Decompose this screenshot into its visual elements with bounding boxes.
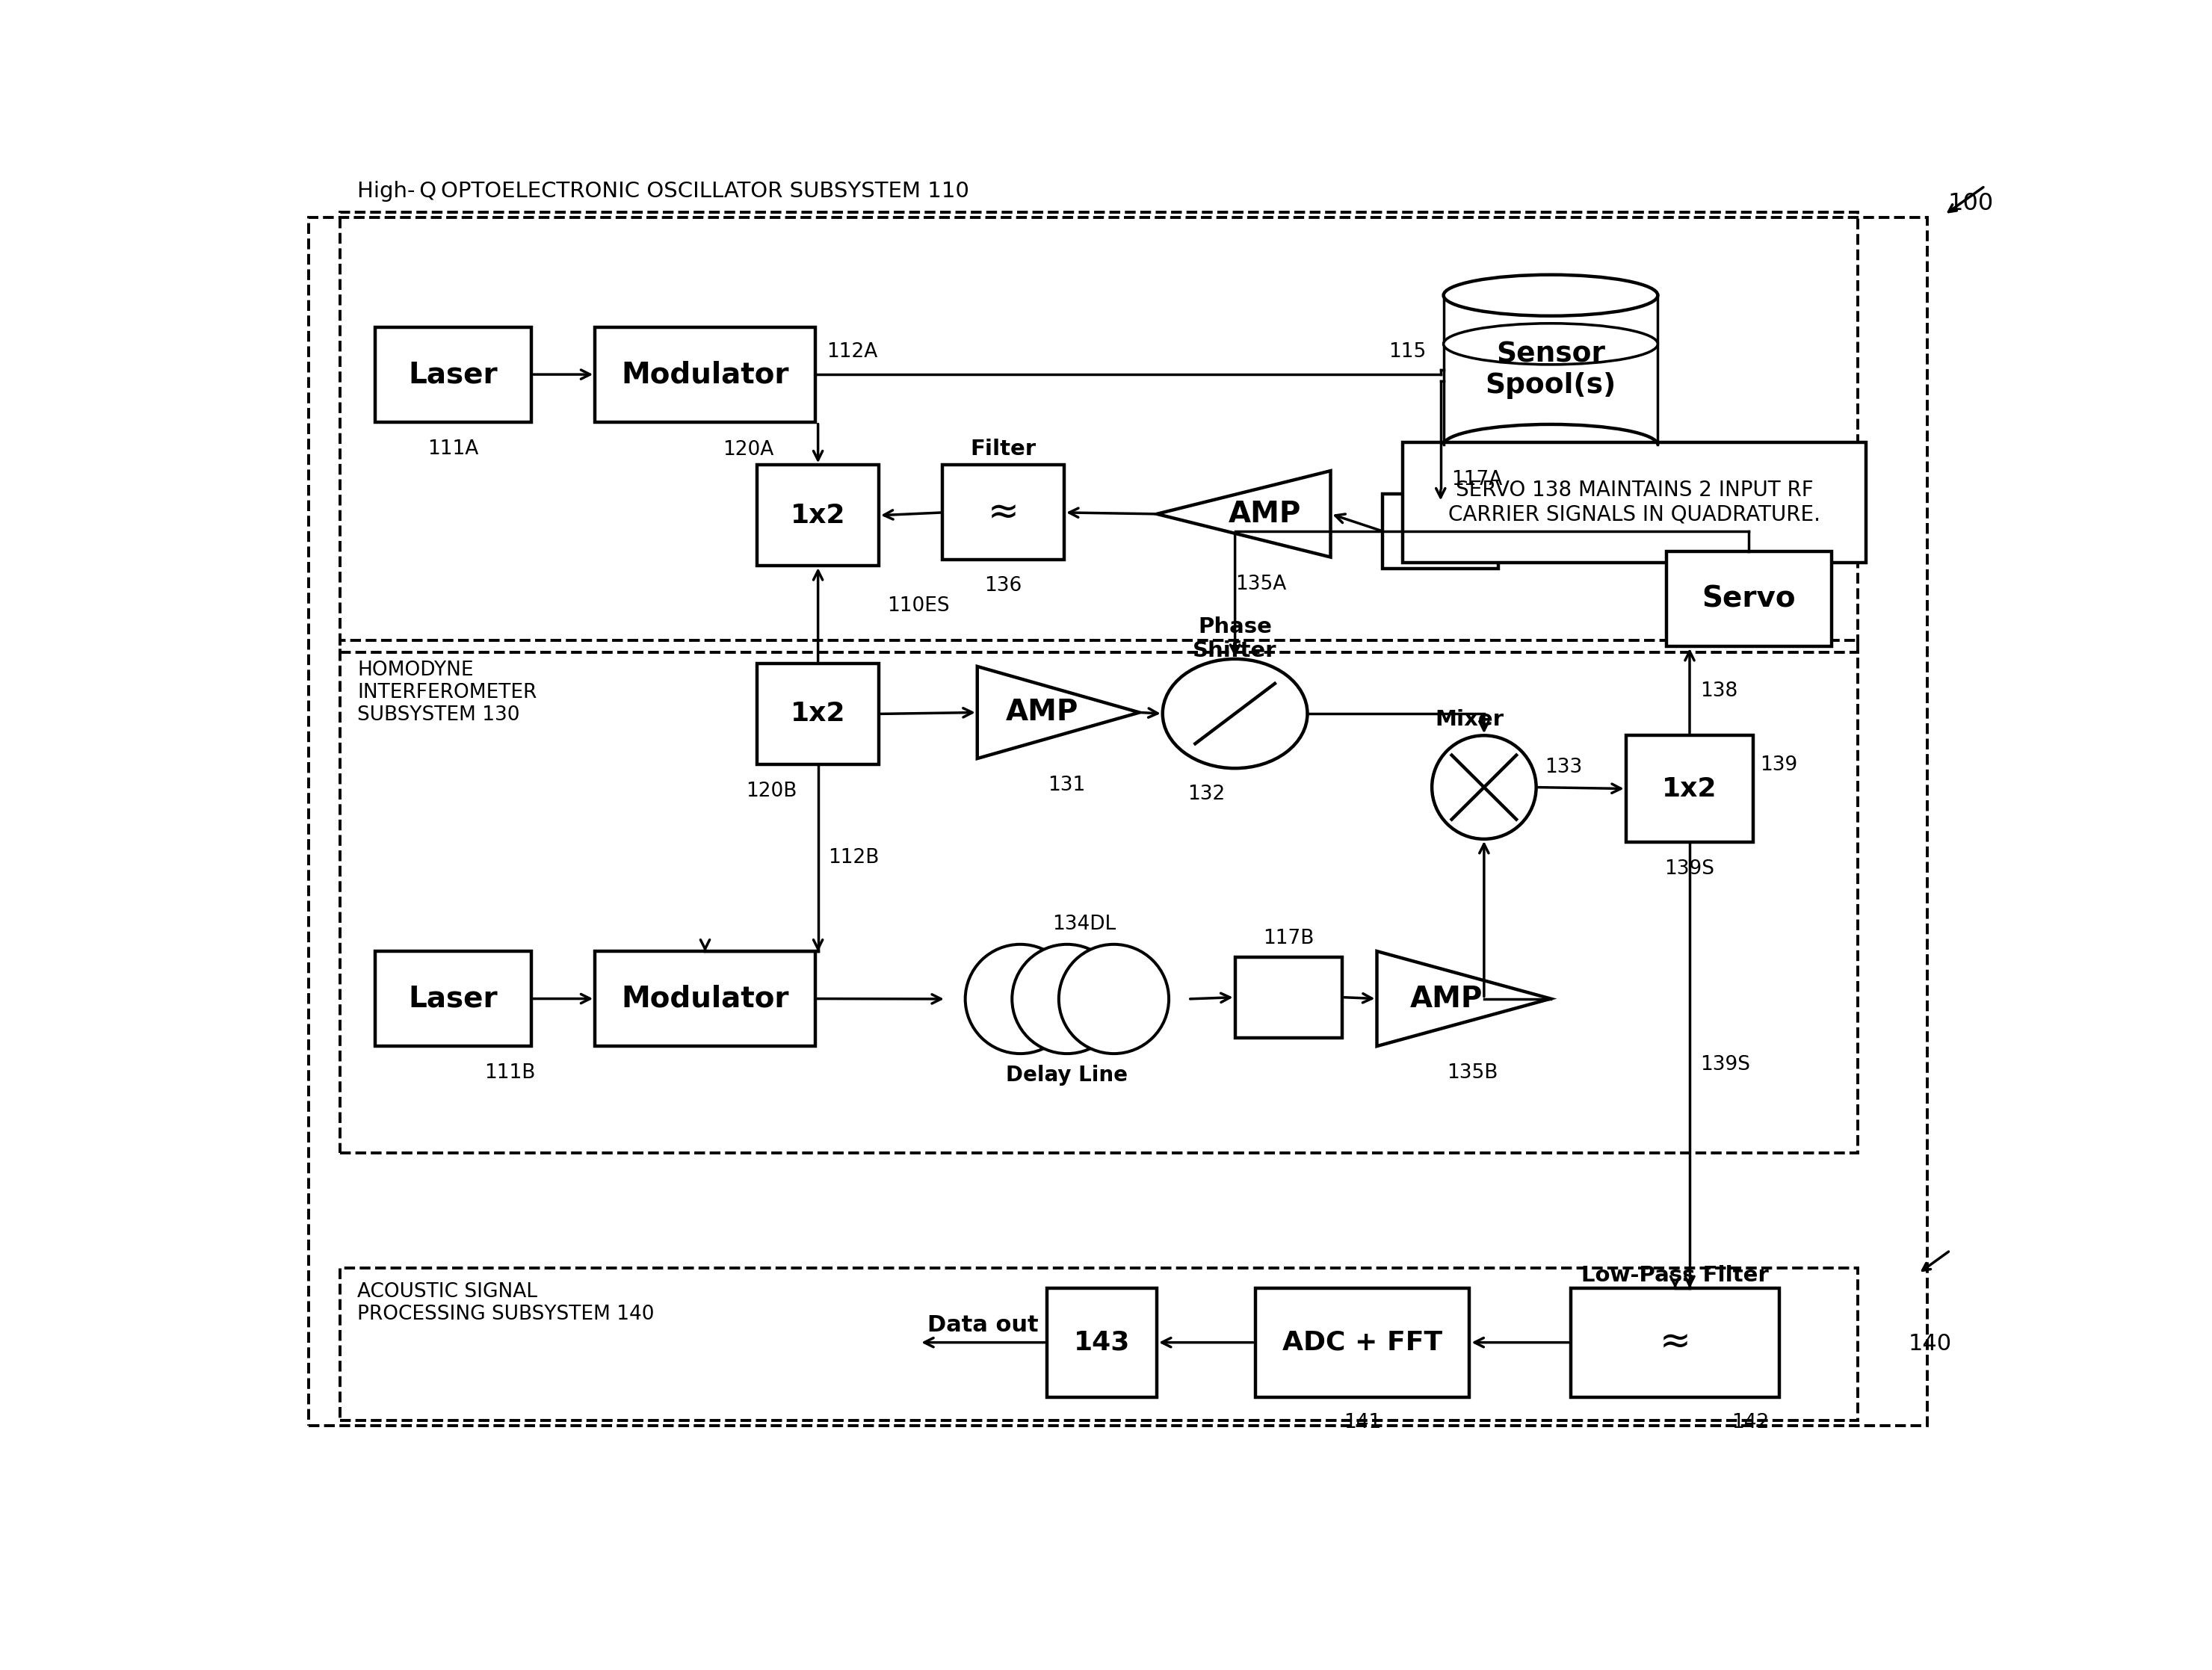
Text: 139S: 139S (1701, 1055, 1750, 1074)
Text: AMP: AMP (1006, 698, 1079, 726)
Bar (595, 327, 814, 423)
Circle shape (1013, 944, 1121, 1054)
Text: 140: 140 (1909, 1333, 1951, 1354)
Text: 138: 138 (1701, 681, 1739, 701)
Circle shape (964, 944, 1075, 1054)
Ellipse shape (1164, 660, 1307, 768)
Bar (1382, 494, 1498, 568)
Text: Laser: Laser (409, 361, 498, 389)
Text: 117B: 117B (1263, 929, 1314, 949)
Text: Mixer: Mixer (1436, 708, 1504, 730)
Text: Modulator: Modulator (622, 361, 790, 389)
Text: 112A: 112A (827, 342, 878, 362)
Text: 143: 143 (1073, 1329, 1130, 1354)
Bar (341, 1268, 1858, 1420)
Text: Delay Line: Delay Line (1006, 1065, 1128, 1086)
Text: 132: 132 (1188, 785, 1225, 803)
Circle shape (1060, 944, 1168, 1054)
Text: HOMODYNE
INTERFEROMETER
SUBSYSTEM 130: HOMODYNE INTERFEROMETER SUBSYSTEM 130 (358, 661, 538, 725)
Text: ≈: ≈ (1659, 1324, 1690, 1361)
Bar (341, 641, 1858, 1152)
Polygon shape (1157, 471, 1332, 558)
Bar (376, 327, 531, 423)
Text: AMP: AMP (1228, 499, 1301, 528)
Text: 111B: 111B (484, 1064, 535, 1082)
Text: 117A: 117A (1451, 469, 1502, 489)
Text: 141: 141 (1343, 1413, 1380, 1433)
Text: 120B: 120B (745, 782, 796, 802)
Bar (595, 952, 814, 1045)
Bar (942, 464, 1064, 559)
Text: Servo: Servo (1701, 584, 1796, 613)
Bar (1444, 296, 1657, 444)
Text: AMP: AMP (1409, 985, 1482, 1014)
Text: 139S: 139S (1666, 858, 1714, 878)
Text: ADC + FFT: ADC + FFT (1283, 1329, 1442, 1354)
Text: 112B: 112B (830, 848, 880, 867)
Text: 100: 100 (1947, 192, 1993, 215)
Bar (1046, 1288, 1157, 1398)
Ellipse shape (1444, 324, 1657, 364)
Ellipse shape (1444, 276, 1657, 316)
Text: 134DL: 134DL (1053, 915, 1117, 934)
Text: 115: 115 (1389, 342, 1427, 362)
Text: 142: 142 (1732, 1413, 1770, 1433)
Text: Phase
Shifter: Phase Shifter (1192, 616, 1276, 661)
Text: 1x2: 1x2 (1661, 777, 1717, 802)
Text: 139: 139 (1761, 755, 1798, 775)
Text: 111A: 111A (427, 439, 478, 459)
Text: SERVO 138 MAINTAINS 2 INPUT RF
CARRIER SIGNALS IN QUADRATURE.: SERVO 138 MAINTAINS 2 INPUT RF CARRIER S… (1449, 479, 1820, 524)
Polygon shape (1376, 952, 1551, 1045)
Bar (376, 952, 531, 1045)
Text: 136: 136 (984, 576, 1022, 596)
Text: 110ES: 110ES (887, 596, 949, 616)
Bar (1234, 957, 1343, 1037)
Bar (341, 212, 1858, 651)
Bar (1666, 551, 1832, 646)
Text: 1x2: 1x2 (790, 503, 845, 528)
Text: Filter: Filter (971, 439, 1035, 459)
Polygon shape (978, 666, 1139, 758)
Text: 131: 131 (1048, 777, 1086, 795)
Text: Sensor
Spool(s): Sensor Spool(s) (1484, 341, 1617, 399)
Bar (1626, 735, 1754, 842)
Text: Low-Pass Filter: Low-Pass Filter (1582, 1264, 1770, 1286)
Bar (757, 663, 878, 765)
Text: ≈: ≈ (989, 494, 1020, 531)
Text: 133: 133 (1544, 758, 1582, 777)
Text: 120A: 120A (723, 439, 774, 459)
Bar (1402, 443, 1867, 563)
Text: 135A: 135A (1237, 574, 1287, 595)
Bar (1571, 1288, 1778, 1398)
Text: High- ​Q OPTOELECTRONIC OSCILLATOR SUBSYSTEM 110: High- ​Q OPTOELECTRONIC OSCILLATOR SUBSY… (358, 180, 969, 202)
Text: 1x2: 1x2 (790, 701, 845, 726)
Text: Laser: Laser (409, 985, 498, 1014)
Text: Modulator: Modulator (622, 985, 790, 1014)
Bar (1254, 1288, 1469, 1398)
Bar (757, 464, 878, 566)
Text: Data out: Data out (927, 1314, 1040, 1336)
Text: 135B: 135B (1447, 1064, 1498, 1082)
Circle shape (1431, 735, 1535, 838)
Text: ACOUSTIC SIGNAL
PROCESSING SUBSYSTEM 140: ACOUSTIC SIGNAL PROCESSING SUBSYSTEM 140 (358, 1283, 655, 1324)
